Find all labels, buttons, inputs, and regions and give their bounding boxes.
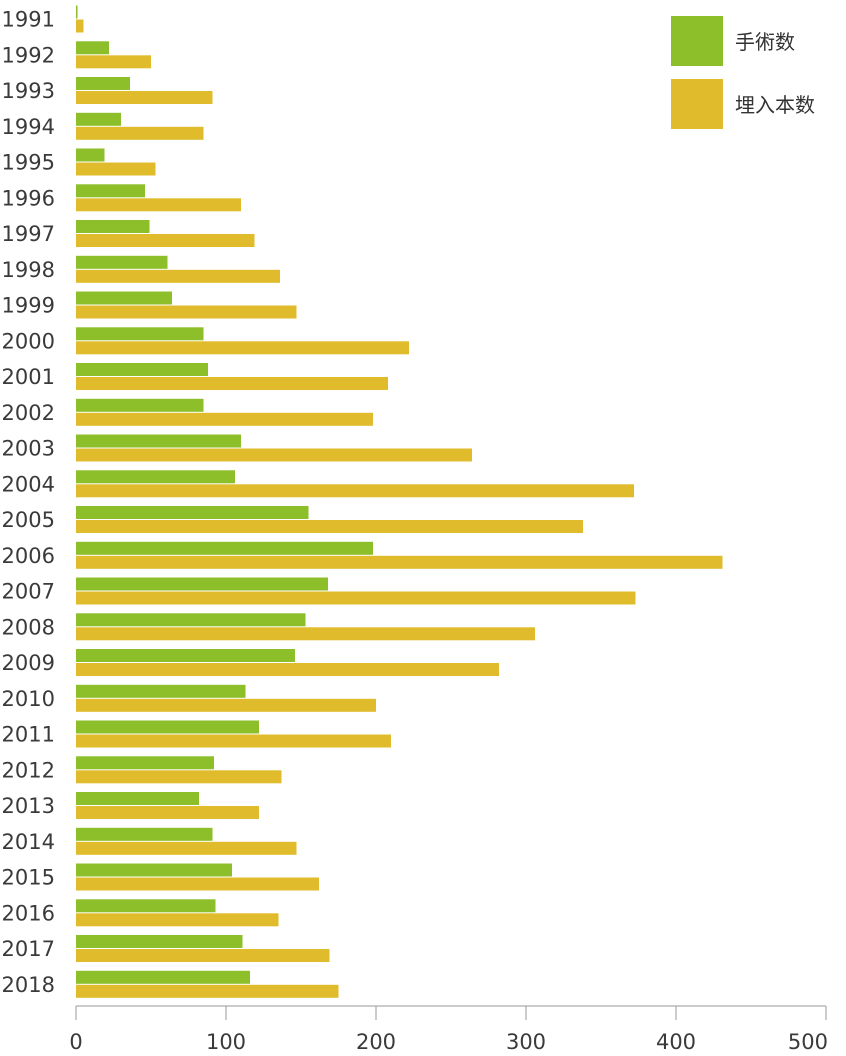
bar-implants-2002 bbox=[76, 412, 373, 426]
bar-surgeries-2000 bbox=[76, 327, 204, 341]
year-label: 2006 bbox=[2, 544, 55, 568]
year-label: 2017 bbox=[2, 937, 55, 961]
bar-surgeries-2018 bbox=[76, 970, 250, 984]
bar-implants-2004 bbox=[76, 484, 634, 498]
legend-label-implants: 埋入本数 bbox=[735, 93, 815, 117]
year-label: 2010 bbox=[2, 687, 55, 711]
bar-surgeries-2015 bbox=[76, 863, 232, 877]
bar-implants-2008 bbox=[76, 627, 535, 641]
year-label: 2015 bbox=[2, 866, 55, 890]
bar-surgeries-1999 bbox=[76, 291, 172, 305]
bars-layer bbox=[76, 5, 723, 998]
bar-surgeries-2007 bbox=[76, 577, 328, 591]
year-label: 2000 bbox=[2, 329, 55, 353]
bar-surgeries-2011 bbox=[76, 720, 259, 734]
year-labels: 1991 1992 1993 1994 1995 1996 1997 1998 1999 2000… bbox=[2, 8, 55, 997]
bar-implants-2016 bbox=[76, 913, 279, 927]
bar-surgeries-1997 bbox=[76, 220, 150, 233]
bar-surgeries-1998 bbox=[76, 255, 168, 269]
year-label: 2012 bbox=[2, 758, 55, 782]
legend-swatch-implants bbox=[671, 79, 723, 129]
bar-surgeries-2003 bbox=[76, 434, 241, 448]
bar-surgeries-2002 bbox=[76, 398, 204, 412]
year-label: 2016 bbox=[2, 901, 55, 925]
legend-swatch-surgeries bbox=[671, 16, 723, 66]
bar-implants-2000 bbox=[76, 341, 409, 355]
bar-implants-2013 bbox=[76, 806, 259, 819]
year-label: 2005 bbox=[2, 508, 55, 532]
x-tick-label: 300 bbox=[506, 1030, 546, 1054]
bar-surgeries-2016 bbox=[76, 899, 216, 913]
bar-implants-2018 bbox=[76, 984, 339, 998]
year-label: 2003 bbox=[2, 437, 55, 461]
bar-surgeries-1995 bbox=[76, 148, 105, 162]
year-label: 1998 bbox=[2, 258, 55, 282]
bar-surgeries-2017 bbox=[76, 935, 243, 948]
year-label: 2001 bbox=[2, 365, 55, 389]
x-tick-label: 200 bbox=[356, 1030, 396, 1054]
bar-surgeries-2004 bbox=[76, 470, 235, 484]
bar-implants-1994 bbox=[76, 126, 204, 140]
year-label: 2004 bbox=[2, 472, 55, 496]
bar-implants-2003 bbox=[76, 448, 472, 462]
bar-implants-1996 bbox=[76, 198, 241, 212]
bar-surgeries-1992 bbox=[76, 41, 109, 55]
bar-surgeries-1994 bbox=[76, 112, 121, 126]
bar-implants-2017 bbox=[76, 949, 330, 962]
year-label: 1993 bbox=[2, 79, 55, 103]
bar-implants-2015 bbox=[76, 877, 319, 891]
bar-surgeries-2014 bbox=[76, 827, 213, 841]
year-label: 2009 bbox=[2, 651, 55, 675]
bar-surgeries-1996 bbox=[76, 184, 145, 198]
bar-surgeries-2012 bbox=[76, 756, 214, 770]
year-label: 2014 bbox=[2, 830, 55, 854]
bar-surgeries-2010 bbox=[76, 684, 246, 698]
year-label: 1999 bbox=[2, 294, 55, 318]
bar-implants-1998 bbox=[76, 269, 280, 283]
x-axis-ticks: 0 100 200 300 400 500 bbox=[69, 1006, 828, 1054]
bar-surgeries-2009 bbox=[76, 649, 295, 662]
year-label: 1995 bbox=[2, 151, 55, 175]
bar-implants-1991 bbox=[76, 19, 84, 33]
legend-label-surgeries: 手術数 bbox=[735, 30, 795, 54]
year-label: 1996 bbox=[2, 186, 55, 210]
year-label: 1992 bbox=[2, 43, 55, 67]
bar-implants-2014 bbox=[76, 841, 297, 855]
bar-implants-1995 bbox=[76, 162, 156, 176]
year-label: 1997 bbox=[2, 222, 55, 246]
year-label: 2018 bbox=[2, 973, 55, 997]
x-tick-label: 0 bbox=[69, 1030, 82, 1054]
bar-implants-2011 bbox=[76, 734, 391, 748]
x-tick-label: 400 bbox=[656, 1030, 696, 1054]
legend: 手術数 埋入本数 bbox=[671, 16, 815, 129]
bar-implants-2006 bbox=[76, 555, 723, 569]
bar-surgeries-2008 bbox=[76, 613, 306, 627]
bar-implants-2012 bbox=[76, 770, 282, 784]
year-label: 2002 bbox=[2, 401, 55, 425]
year-label: 1991 bbox=[2, 8, 55, 32]
bar-surgeries-2006 bbox=[76, 541, 373, 555]
bar-implants-1993 bbox=[76, 91, 213, 104]
bar-implants-1992 bbox=[76, 55, 151, 69]
bar-implants-1999 bbox=[76, 305, 297, 319]
year-label: 2011 bbox=[2, 723, 55, 747]
bar-surgeries-2005 bbox=[76, 506, 309, 519]
bar-surgeries-1993 bbox=[76, 77, 130, 90]
bar-implants-2007 bbox=[76, 591, 636, 605]
year-label: 2013 bbox=[2, 794, 55, 818]
x-tick-label: 100 bbox=[206, 1030, 246, 1054]
bar-implants-2009 bbox=[76, 663, 499, 676]
bar-implants-1997 bbox=[76, 234, 255, 247]
bar-surgeries-2001 bbox=[76, 363, 208, 376]
bar-surgeries-1991 bbox=[76, 5, 78, 19]
year-label: 1994 bbox=[2, 115, 55, 139]
x-tick-label: 500 bbox=[788, 1030, 828, 1054]
bar-implants-2010 bbox=[76, 698, 376, 712]
bar-implants-2001 bbox=[76, 377, 388, 390]
year-label: 2007 bbox=[2, 580, 55, 604]
year-label: 2008 bbox=[2, 615, 55, 639]
bar-implants-2005 bbox=[76, 520, 583, 533]
bar-surgeries-2013 bbox=[76, 792, 199, 805]
